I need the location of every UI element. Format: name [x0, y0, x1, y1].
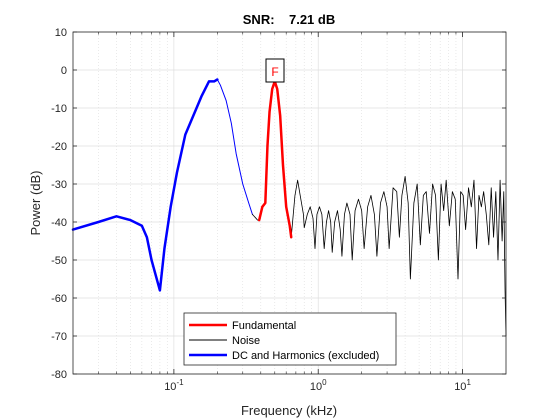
- fundamental-marker-label: F: [271, 65, 278, 79]
- y-axis-label: Power (dB): [28, 170, 43, 235]
- y-tick-label: -80: [51, 369, 67, 381]
- series-line-noise: [290, 176, 507, 337]
- y-tick-label: -10: [51, 103, 67, 115]
- y-tick-label: 0: [61, 65, 67, 77]
- series-line-dc-and-harmonics-excluded: [71, 78, 219, 292]
- y-tick-label: -70: [51, 331, 67, 343]
- y-tick-label: 10: [55, 27, 67, 39]
- legend-label-noise: Noise: [232, 335, 260, 347]
- legend-label-dc-harmonics: DC and Harmonics (excluded): [232, 350, 379, 362]
- y-tick-label: -20: [51, 141, 67, 153]
- series-line-dc-and-harmonics-excluded: [216, 79, 253, 215]
- axes-box: [72, 31, 507, 375]
- axis-ticks: [73, 31, 506, 375]
- legend-box: [183, 312, 397, 366]
- y-tick-label: -40: [51, 217, 67, 229]
- x-tick-label: 100: [310, 378, 327, 393]
- x-tick-label: 101: [454, 378, 471, 393]
- legend: Fundamental Noise DC and Harmonics (excl…: [183, 312, 397, 366]
- y-tick-label: -30: [51, 179, 67, 191]
- y-tick-label: -50: [51, 255, 67, 267]
- chart-title: SNR: 7.21 dB: [243, 12, 335, 27]
- x-axis-label: Frequency (kHz): [241, 403, 337, 418]
- fundamental-marker-box: [265, 58, 285, 83]
- legend-label-fundamental: Fundamental: [232, 320, 296, 332]
- x-tick-label: 10-1: [164, 378, 184, 393]
- fundamental-marker: F: [265, 58, 285, 83]
- y-tick-label: -60: [51, 293, 67, 305]
